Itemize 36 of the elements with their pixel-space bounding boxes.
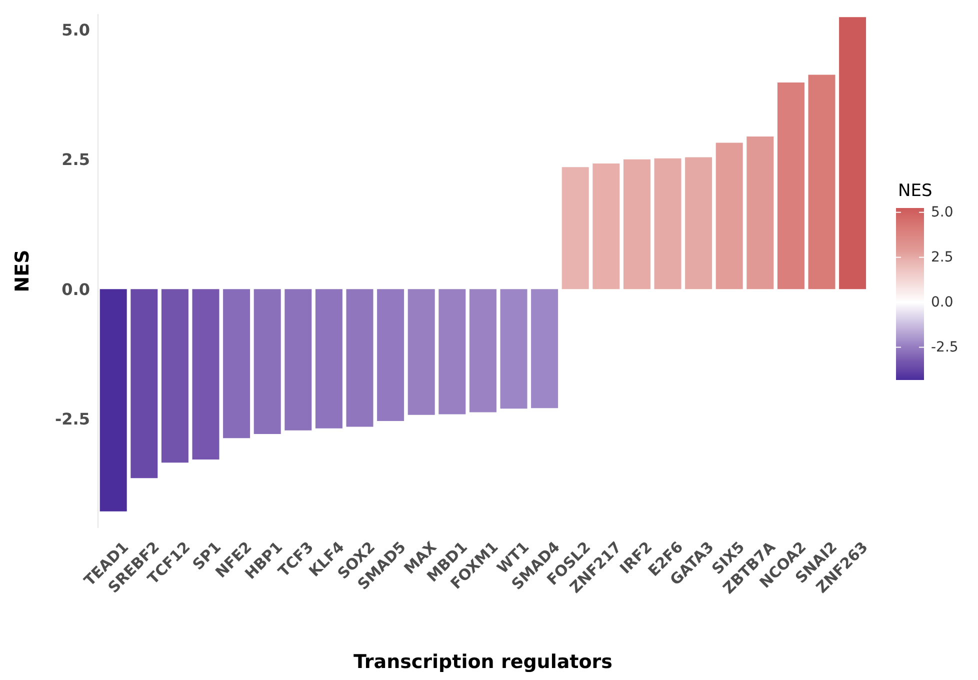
bar: [716, 142, 743, 290]
bar: [223, 289, 250, 438]
bar: [531, 289, 558, 408]
x-axis-title: Transcription regulators: [354, 651, 612, 673]
color-bar-label: -2.5: [931, 339, 958, 356]
bar: [192, 289, 220, 460]
y-tick-label: 2.5: [62, 150, 90, 170]
bar: [623, 159, 650, 290]
bar: [408, 289, 435, 415]
bar: [839, 17, 866, 290]
bar: [438, 289, 466, 414]
bar: [254, 289, 281, 434]
bar: [685, 157, 712, 290]
color-bar-label: 0.0: [931, 294, 954, 310]
y-tick-label: -2.5: [55, 410, 90, 429]
bar: [777, 82, 804, 290]
bar: [161, 289, 188, 463]
color-bar-label: 5.0: [931, 204, 954, 220]
y-tick-label: 0.0: [62, 280, 90, 299]
y-tick-label: 5.0: [62, 20, 90, 40]
bar: [808, 74, 836, 290]
bar: [592, 164, 620, 290]
bar: [746, 136, 774, 290]
color-bar-label: 2.5: [931, 249, 954, 266]
bar: [654, 158, 682, 290]
bar: [500, 289, 528, 409]
bar: [284, 289, 312, 430]
bar: [377, 289, 404, 422]
bar: [562, 167, 589, 290]
bar: [469, 289, 496, 412]
bar: [130, 289, 158, 478]
bar: [315, 289, 342, 428]
color-bar-title: NES: [898, 181, 932, 201]
bar: [100, 289, 127, 512]
y-axis-title: NES: [12, 250, 34, 292]
bar: [346, 289, 374, 427]
